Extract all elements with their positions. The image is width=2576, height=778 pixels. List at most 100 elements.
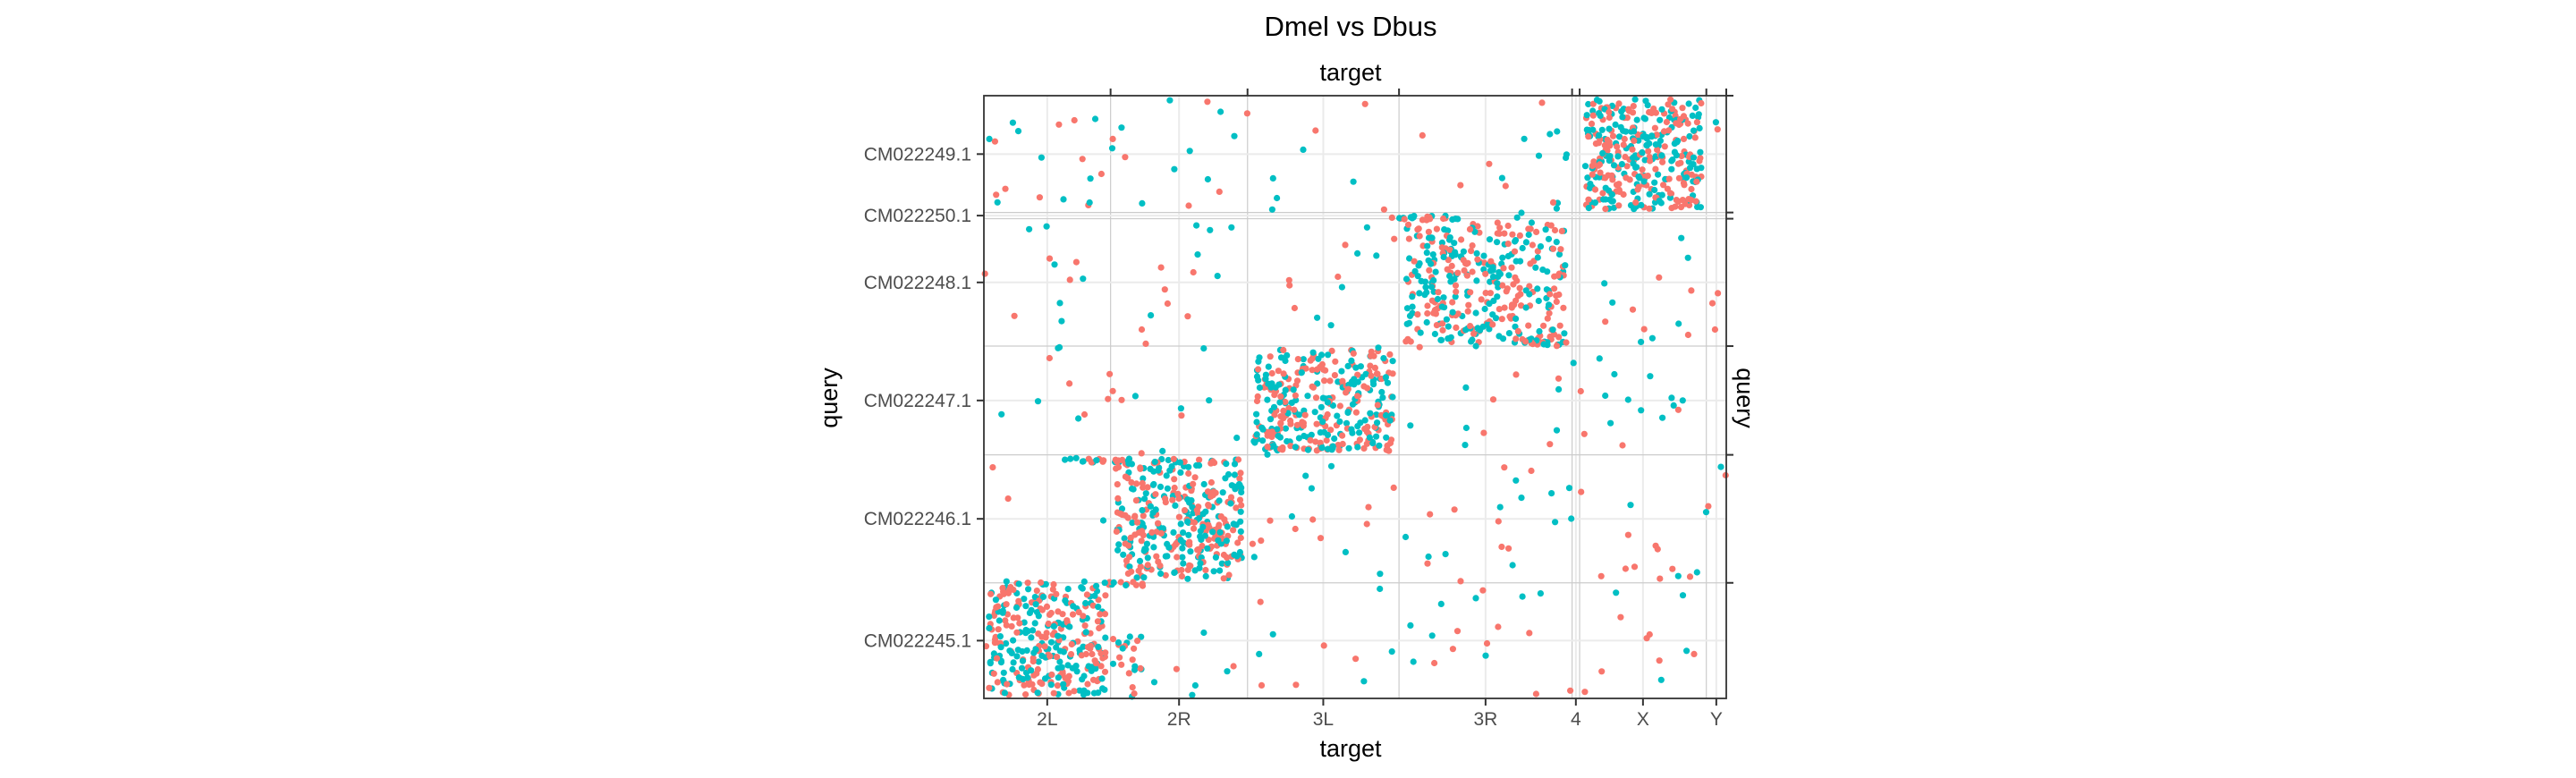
block-point-3R [1511,248,1519,255]
scatter-point [1327,462,1335,469]
scatter-point [1138,450,1145,457]
block-point-2L [999,585,1006,592]
block-point-2R [1209,458,1216,465]
block-point-3R [1503,288,1510,295]
scatter-point [1546,291,1554,298]
scatter-point [1402,338,1410,345]
block-point-3R [1454,269,1462,276]
block-point-2L [1095,643,1102,651]
block-point-X [1647,157,1654,165]
block-point-X [1669,106,1676,113]
block-point-2L [996,617,1003,624]
scatter-point [1302,472,1309,479]
scatter-point [1105,395,1112,402]
block-point-3L [1352,364,1360,371]
block-point-2L [1102,592,1109,599]
block-point-3L [1280,346,1287,354]
block-point-X [1608,190,1615,199]
scatter-point [1080,275,1087,283]
scatter-point [1712,119,1719,126]
scatter-point [987,590,995,597]
chart-title: Dmel vs Dbus [1265,11,1437,42]
block-point-2R [1168,463,1175,470]
scatter-point [1268,206,1275,213]
block-point-2L [1071,688,1078,695]
block-point-2R [1231,483,1239,490]
block-point-2L [1046,611,1054,619]
scatter-point [1602,318,1609,326]
scatter-point [1462,424,1470,432]
block-point-2R [1132,497,1140,504]
run-point [1114,458,1121,466]
run-point [1067,455,1074,462]
block-point-3L [1277,413,1284,420]
block-point-2R [1220,551,1227,559]
scatter-point [1071,116,1078,124]
scatter-point [1528,467,1535,475]
block-point-X [1641,115,1648,123]
block-point-3R [1467,323,1474,330]
block-point-2R [1140,475,1147,482]
block-point-3L [1312,394,1320,402]
block-point-2L [1013,629,1021,636]
block-point-3R [1439,320,1446,327]
run-point [1015,580,1022,588]
block-point-X [1678,152,1685,160]
block-point-2R [1215,537,1222,544]
block-point-2L [1066,623,1073,630]
block-point-3R [1509,231,1516,238]
block-point-2R [1187,548,1194,555]
block-point-3L [1317,363,1324,371]
block-point-2R [1181,507,1189,514]
scatter-point [1679,592,1687,599]
block-point-2L [1092,665,1099,672]
block-point-3R [1443,316,1450,323]
block-point-X [1630,154,1637,161]
scatter-point [1673,120,1680,127]
block-point-3L [1282,425,1289,432]
block-point-X [1693,178,1700,185]
block-point-2L [1079,676,1086,683]
block-point-3L [1357,363,1364,370]
block-point-2R [1177,520,1184,528]
block-point-3R [1534,254,1541,261]
block-point-2R [1150,480,1157,488]
block-point-3L [1369,440,1377,447]
block-point-X [1640,133,1647,140]
block-point-2R [1157,529,1165,537]
run-point [1123,581,1130,589]
block-point-2R [1162,571,1169,579]
block-point-2R [1130,486,1137,493]
run-point [1124,457,1131,464]
block-point-2L [1116,654,1123,661]
block-point-3L [1357,419,1364,427]
scatter-point [1185,202,1192,209]
block-point-2R [1120,551,1127,558]
block-point-3L [1270,403,1278,410]
block-point-2L [1129,656,1136,664]
block-point-X [1639,148,1646,156]
run-point [1521,338,1530,345]
block-point-3R [1469,242,1476,249]
block-point-2R [1204,545,1211,552]
block-point-2L [1003,640,1010,647]
block-point-2L [1054,654,1061,661]
block-point-X [1698,165,1705,172]
block-point-3R [1426,266,1433,274]
scatter-point [1286,282,1293,289]
block-point-3R [1518,302,1525,309]
block-point-3L [1374,402,1381,409]
run-point [1540,341,1547,348]
block-point-X [1581,163,1589,170]
block-point-2R [1141,495,1148,503]
block-point-X [1680,135,1688,142]
block-point-2L [1073,668,1080,675]
scatter-point [1173,665,1180,672]
scatter-point [1577,387,1584,395]
block-point-2L [996,633,1004,640]
block-point-3R [1445,323,1452,330]
scatter-point [1373,252,1380,259]
scatter-point [1551,273,1558,280]
y-tick-label-CM022246.1: CM022246.1 [864,509,971,529]
